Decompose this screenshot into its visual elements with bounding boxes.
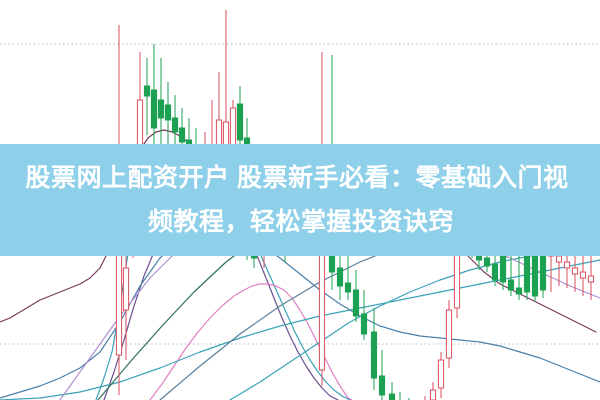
- candle-body: [360, 313, 368, 335]
- ma-line: [0, 229, 600, 399]
- candle-body: [150, 89, 158, 129]
- candle-body: [171, 117, 179, 133]
- candle-body: [491, 263, 499, 281]
- candle-body: [164, 104, 172, 121]
- candle-body: [571, 267, 579, 275]
- candle-body: [370, 331, 378, 379]
- candle-body: [429, 389, 437, 400]
- candle-body: [236, 103, 244, 141]
- candle-body: [336, 267, 344, 287]
- candle-body: [483, 257, 491, 267]
- candle-body: [344, 282, 352, 293]
- candle-body: [157, 99, 165, 119]
- ma-line: [149, 283, 353, 400]
- candle-body: [143, 85, 151, 97]
- candle-body: [122, 267, 130, 311]
- candle-body: [587, 275, 595, 283]
- candle-body: [178, 127, 186, 143]
- candle-body: [507, 279, 515, 291]
- candle-body: [378, 375, 386, 396]
- watermark-banner: 股票网上配资开户 股票新手必看：零基础入门视 频教程，轻松掌握投资诀窍: [0, 144, 600, 256]
- candle-body: [579, 271, 587, 279]
- candle-body: [515, 287, 523, 295]
- candle-body: [563, 261, 571, 269]
- candle-body: [388, 393, 396, 400]
- candle-body: [445, 309, 453, 359]
- candle-body: [555, 255, 563, 263]
- watermark-line-2: 频教程，轻松掌握投资诀窍: [147, 208, 454, 236]
- watermark-line-1: 股票网上配资开户 股票新手必看：零基础入门视: [25, 164, 569, 192]
- candle-body: [437, 359, 445, 389]
- candle-body: [352, 289, 360, 317]
